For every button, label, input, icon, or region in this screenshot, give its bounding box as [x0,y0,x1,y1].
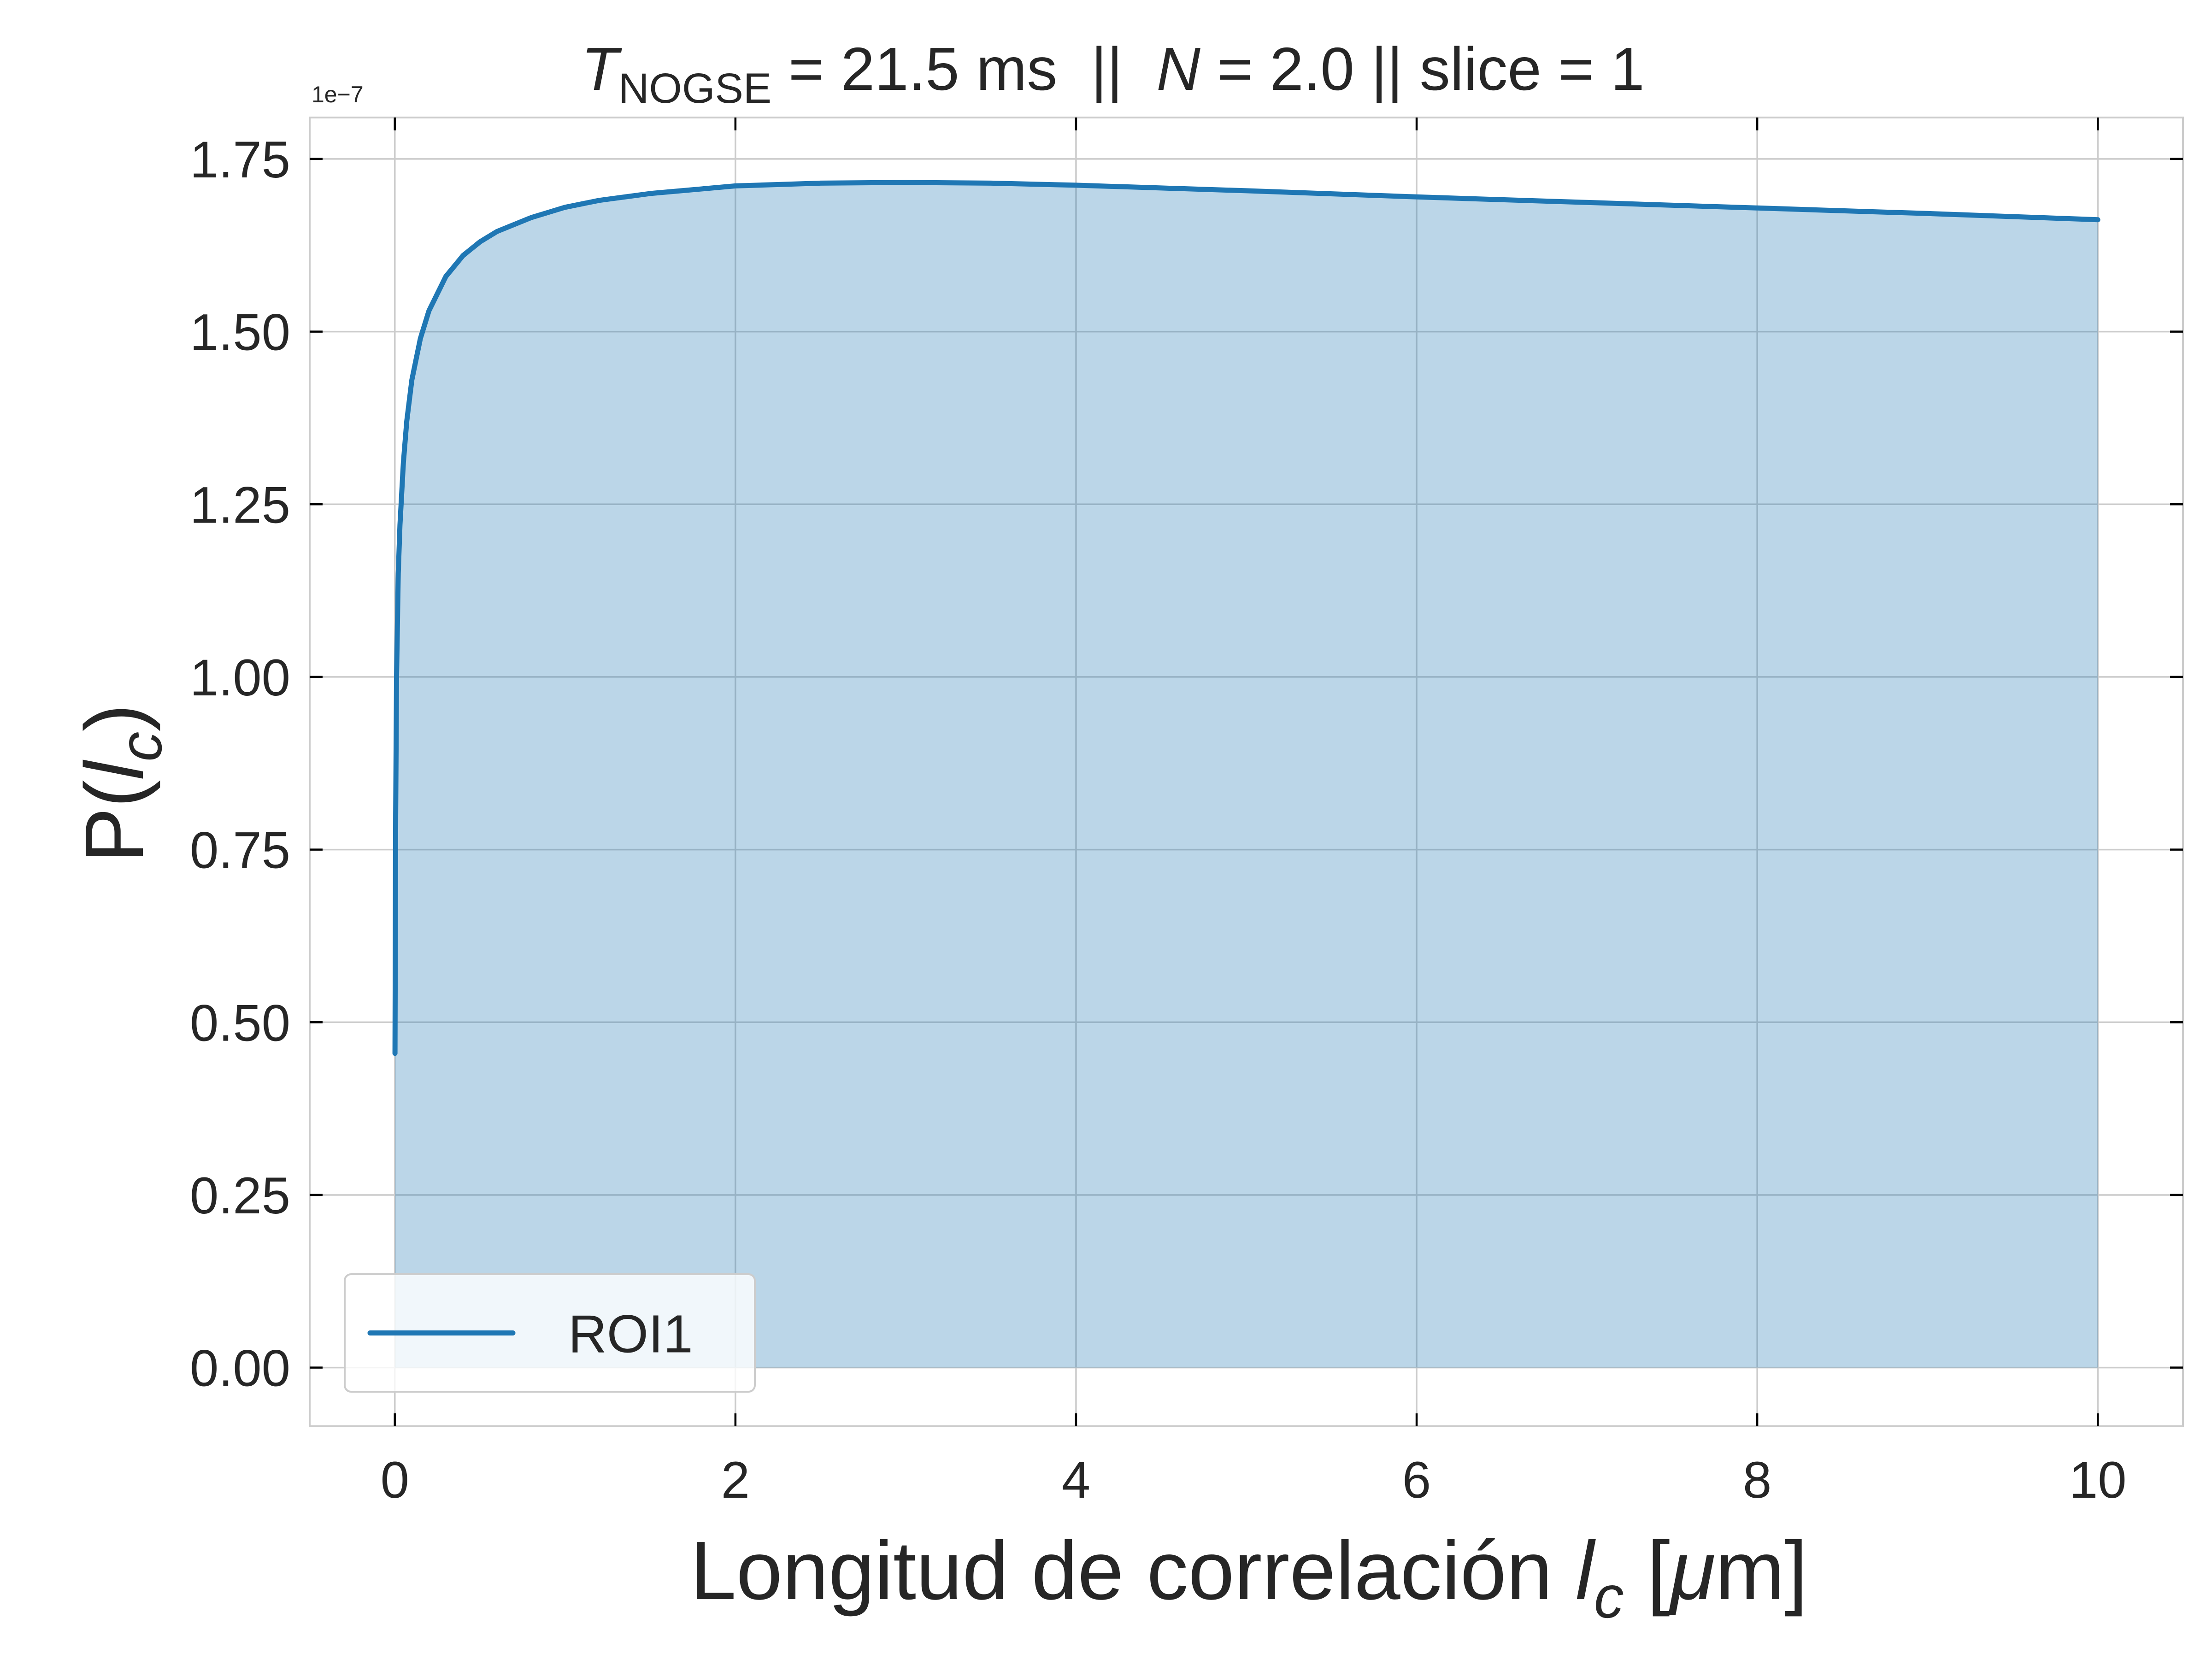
x-axis-label-bracket-open: [ [1624,1524,1670,1617]
y-tick-label-6: 1.50 [190,304,290,361]
title-t-subscript: NOGSE [618,65,771,112]
y-axis-label-prefix: P( [68,780,161,863]
series-0-fill-area [395,182,2098,1368]
title-t-symbol: T [581,35,622,103]
x-tick-label-4: 8 [1743,1451,1771,1509]
x-tick-label-1: 2 [721,1451,750,1509]
x-axis-label-subscript: c [1594,1563,1624,1630]
x-axis-label-unit-rest: m] [1716,1524,1808,1617]
title-n-rest: = 2.0 || slice = 1 [1200,35,1645,103]
y-axis-label-subscript: c [107,731,174,761]
x-axis-label: Longitud de correlación lc [μm] [690,1524,1808,1630]
title-n-symbol: N [1157,35,1201,103]
x-tick-label-3: 6 [1402,1451,1431,1509]
y-tick-label-4: 1.00 [190,649,290,706]
y-offset-label: 1e−7 [312,82,364,107]
legend-label-0: ROI1 [568,1304,693,1364]
x-axis-label-mu: μ [1668,1524,1716,1617]
x-tick-label-5: 10 [2069,1451,2127,1509]
y-axis-label-suffix: ) [68,704,161,732]
y-tick-label-5: 1.25 [190,476,290,534]
plot-background [310,118,2183,1426]
y-tick-label-1: 0.25 [190,1167,290,1224]
legend-box [344,1273,756,1393]
y-axis-label: P(lc) [68,704,174,863]
y-tick-label-0: 0.00 [190,1340,290,1397]
y-tick-label-2: 0.50 [190,994,290,1052]
y-tick-label-7: 1.75 [190,131,290,188]
title-t-rest: = 21.5 ms || [771,35,1156,103]
x-tick-label-2: 4 [1062,1451,1090,1509]
y-tick-label-3: 0.75 [190,822,290,879]
plot-frame [309,117,2184,1427]
plot-area: 0 2 4 6 8 10 0.00 0.25 0.50 0.75 1.00 1.25 1.50 1.75 R… [190,117,2184,1509]
chart-title: TNOGSE = 21.5 ms || N = 2.0 || slice = 1 [581,35,1644,112]
x-axis-label-symbol: l [1576,1524,1596,1617]
y-axis-label-symbol: l [68,759,161,780]
x-axis-label-prefix: Longitud de correlación [690,1524,1576,1617]
x-tick-label-0: 0 [381,1451,409,1509]
series-0-line [392,180,2100,1056]
